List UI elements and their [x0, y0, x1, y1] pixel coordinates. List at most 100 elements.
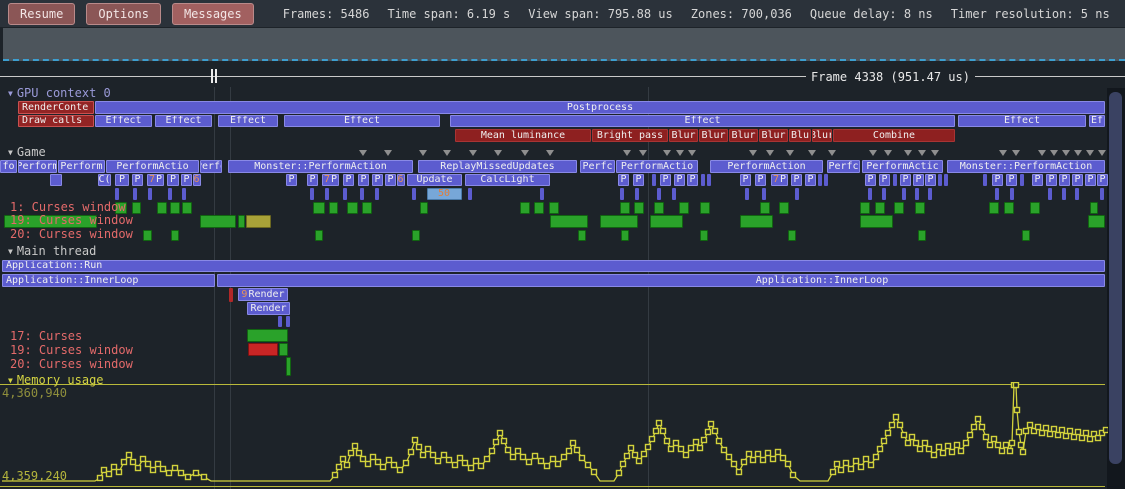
zone[interactable]: Blur [812, 129, 832, 142]
zone-tick[interactable] [795, 188, 799, 200]
zone-tick[interactable] [1075, 188, 1079, 200]
zone-tick[interactable] [701, 174, 705, 186]
zone[interactable]: P [687, 174, 698, 186]
lock-activity[interactable] [132, 202, 141, 214]
lock-activity[interactable] [247, 329, 288, 342]
zone[interactable]: P [1085, 174, 1096, 186]
collapsed-zones-triangle-icon[interactable] [1038, 150, 1046, 156]
collapsed-zones-triangle-icon[interactable] [918, 150, 926, 156]
lock-activity[interactable] [918, 230, 926, 241]
zone-tick[interactable] [343, 188, 347, 200]
collapsed-zones-triangle-icon[interactable] [1062, 150, 1070, 156]
lock-activity[interactable] [420, 202, 428, 214]
zone[interactable]: P [1006, 174, 1017, 186]
lock-activity[interactable] [412, 230, 420, 241]
collapsed-zones-triangle-icon[interactable] [884, 150, 892, 156]
zone-tick[interactable] [182, 188, 186, 200]
zone-render[interactable]: 9 Render [238, 288, 288, 301]
lock-activity[interactable] [329, 202, 338, 214]
zone[interactable]: P [925, 174, 936, 186]
lock-activity[interactable] [634, 202, 644, 214]
zone[interactable]: P [1097, 174, 1108, 186]
zone[interactable]: Blur [729, 129, 758, 142]
lock-label-1[interactable]: 1: Curses window [10, 201, 126, 213]
zone[interactable]: Blur [669, 129, 698, 142]
zone[interactable]: CalcLight [465, 174, 550, 186]
lock-activity[interactable] [621, 230, 629, 241]
zone[interactable]: Ef [1089, 115, 1105, 127]
zone-tick[interactable] [620, 188, 624, 200]
collapsed-zones-triangle-icon[interactable] [359, 150, 367, 156]
section-header-memory[interactable]: ▼ Memory usage [8, 374, 104, 386]
collapsed-zones-triangle-icon[interactable] [828, 150, 836, 156]
lock-activity[interactable] [238, 215, 245, 228]
zone-tick[interactable] [412, 188, 416, 200]
collapsed-zones-triangle-icon[interactable] [1086, 150, 1094, 156]
zone[interactable]: Perform [18, 160, 57, 173]
lock-contention-olive[interactable] [246, 215, 271, 228]
lock-label-17[interactable]: 17: Curses [10, 330, 82, 342]
collapsed-zones-triangle-icon[interactable] [384, 150, 392, 156]
zone[interactable]: P [372, 174, 383, 186]
lock-activity[interactable] [578, 230, 586, 241]
lock-activity[interactable] [740, 215, 773, 228]
zone-tick[interactable] [745, 188, 749, 200]
zone-tick[interactable] [310, 188, 314, 200]
zone[interactable]: P [132, 174, 143, 186]
zone-tick[interactable] [983, 174, 987, 186]
zone[interactable]: P [343, 174, 354, 186]
zone[interactable]: fo [0, 160, 17, 173]
zone[interactable] [50, 174, 62, 186]
zone[interactable]: P [181, 174, 192, 186]
lock-activity[interactable] [779, 202, 789, 214]
zone[interactable]: P [913, 174, 924, 186]
zone-application-innerloop[interactable]: Application::InnerLoop [2, 274, 215, 287]
collapsed-zones-triangle-icon[interactable] [931, 150, 939, 156]
lock-activity[interactable] [313, 202, 325, 214]
zone[interactable]: P [385, 174, 396, 186]
collapsed-zones-triangle-icon[interactable] [749, 150, 757, 156]
zone[interactable]: P [618, 174, 629, 186]
zone[interactable]: P [791, 174, 802, 186]
zone-tick[interactable] [148, 188, 152, 200]
zone[interactable]: Effect [958, 115, 1086, 127]
collapsed-zones-triangle-icon[interactable] [688, 150, 696, 156]
zone-tick[interactable] [278, 316, 282, 327]
zone[interactable]: 6 [193, 174, 201, 186]
lock-activity[interactable] [182, 202, 192, 214]
zone-tick[interactable] [893, 174, 897, 186]
zone-tick[interactable] [915, 188, 919, 200]
zone[interactable]: Effect [284, 115, 440, 127]
frame-crossing-tick[interactable] [229, 288, 233, 302]
collapsed-zones-triangle-icon[interactable] [1050, 150, 1058, 156]
lock-activity[interactable] [549, 202, 559, 214]
collapsed-zones-triangle-icon[interactable] [443, 150, 451, 156]
zone[interactable]: Effect [95, 115, 152, 127]
collapsed-zones-triangle-icon[interactable] [546, 150, 554, 156]
collapsed-zones-triangle-icon[interactable] [1012, 150, 1020, 156]
zone[interactable]: Perfc [580, 160, 615, 173]
zone[interactable]: P [674, 174, 685, 186]
zone-tick[interactable] [1062, 188, 1066, 200]
lock-activity[interactable] [520, 202, 530, 214]
resume-button[interactable]: Resume [8, 2, 76, 25]
lock-activity[interactable] [788, 230, 796, 241]
zone[interactable]: PerformAction [710, 160, 823, 173]
zone[interactable]: P [805, 174, 816, 186]
zone[interactable]: P [167, 174, 179, 186]
lock-activity[interactable] [679, 202, 689, 214]
lock-activity[interactable] [700, 230, 708, 241]
scrollbar-thumb[interactable] [1109, 92, 1122, 464]
zone[interactable]: P [900, 174, 911, 186]
collapsed-zones-triangle-icon[interactable] [639, 150, 647, 156]
lock-activity[interactable] [700, 202, 710, 214]
lock-activity[interactable] [1088, 215, 1105, 228]
lock-activity[interactable] [915, 202, 925, 214]
zone[interactable]: Perfc [827, 160, 860, 173]
zone[interactable]: Monster::PerformAction [228, 160, 413, 173]
lock-activity[interactable] [760, 202, 770, 214]
frame-overview-strip[interactable] [3, 28, 1125, 61]
zone-tick[interactable] [818, 174, 822, 186]
